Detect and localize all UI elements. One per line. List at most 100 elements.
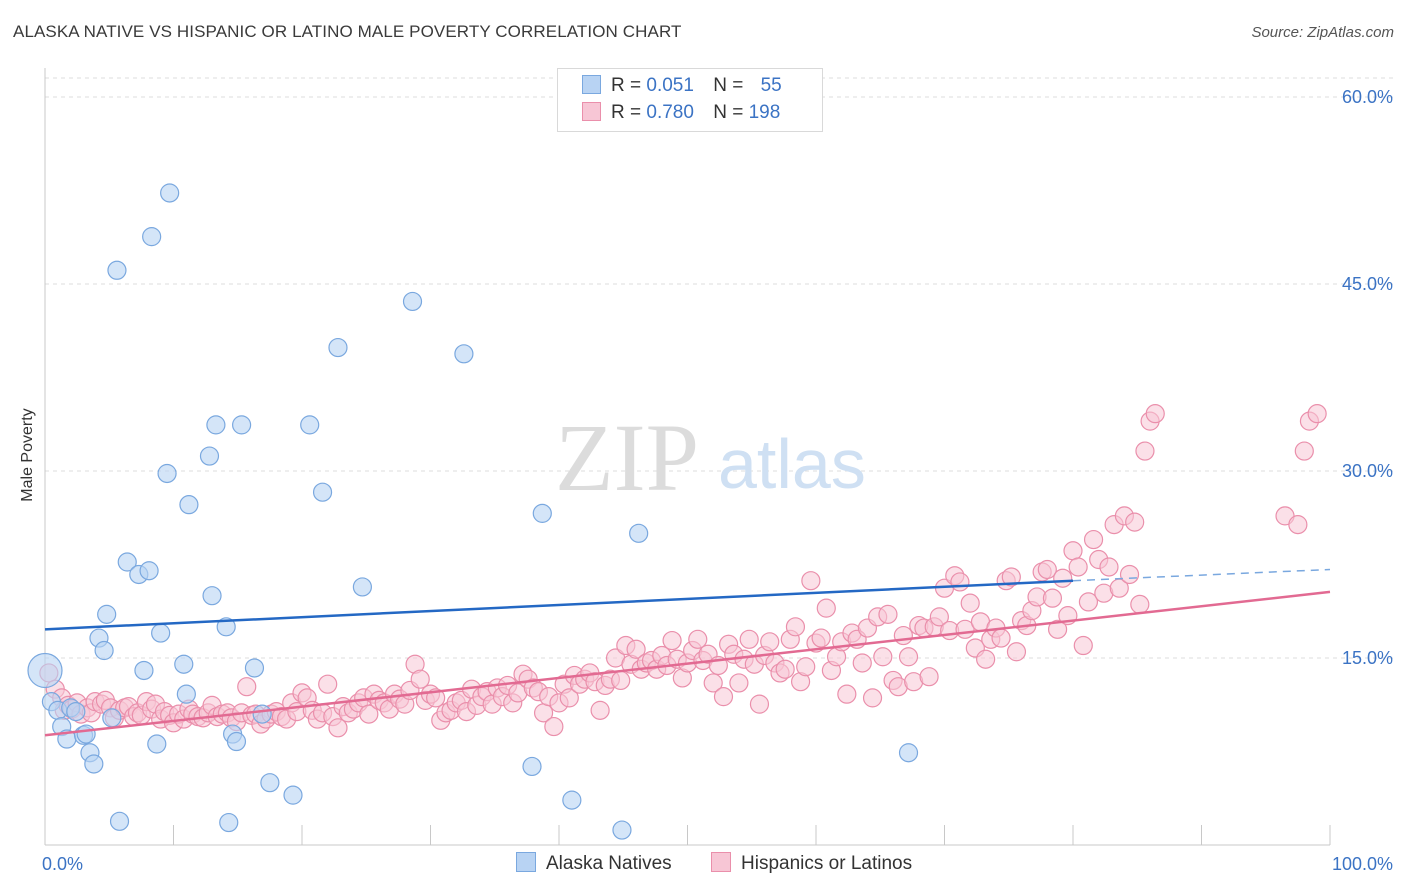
alaska-native-points bbox=[27, 183, 919, 840]
alaska-native-point bbox=[94, 640, 114, 661]
hispanic-point bbox=[410, 669, 430, 689]
hispanic-point bbox=[796, 657, 816, 677]
hispanic-point bbox=[328, 718, 348, 738]
hispanic-point bbox=[1099, 557, 1119, 577]
hispanic-point bbox=[862, 688, 883, 708]
legend-label: Hispanics or Latinos bbox=[741, 853, 913, 874]
y-tick-label: 15.0% bbox=[1342, 648, 1393, 668]
legend-swatch-blue bbox=[582, 75, 601, 94]
hispanic-point bbox=[929, 607, 949, 627]
watermark: ZIP atlas bbox=[555, 404, 866, 511]
alaska-native-point bbox=[283, 785, 303, 805]
hispanic-point bbox=[662, 630, 682, 651]
hispanic-point bbox=[760, 632, 780, 652]
hispanic-point bbox=[611, 670, 631, 691]
alaska-native-point bbox=[176, 684, 196, 704]
hispanic-point bbox=[1006, 642, 1027, 662]
alaska-native-point bbox=[134, 660, 154, 681]
hispanic-point bbox=[976, 649, 996, 669]
hispanic-point bbox=[919, 667, 939, 687]
alaska-native-point bbox=[202, 586, 222, 606]
hispanic-point bbox=[811, 628, 831, 648]
hispanic-point bbox=[1119, 564, 1140, 585]
hispanic-point bbox=[1145, 404, 1165, 424]
hispanic-point bbox=[878, 604, 898, 624]
alaska-native-point bbox=[232, 415, 252, 435]
hispanic-point bbox=[1307, 404, 1327, 424]
hispanic-point bbox=[359, 704, 379, 724]
alaska-native-point bbox=[179, 495, 199, 515]
alaska-native-point bbox=[174, 654, 194, 674]
hispanic-point bbox=[703, 673, 723, 693]
alaska-native-point bbox=[629, 523, 649, 543]
n-value: 198 bbox=[748, 102, 781, 123]
y-tick-label: 60.0% bbox=[1342, 87, 1393, 107]
legend-swatch-pink bbox=[582, 102, 601, 121]
hispanic-point bbox=[785, 617, 806, 637]
hispanic-point bbox=[1063, 541, 1083, 561]
hispanic-point bbox=[544, 716, 564, 737]
alaska-native-point bbox=[27, 652, 63, 689]
watermark-zip: ZIP bbox=[555, 404, 699, 511]
alaska-native-point bbox=[160, 183, 180, 203]
hispanic-point bbox=[1078, 592, 1099, 612]
alaska-native-point bbox=[612, 820, 632, 840]
n-value: 55 bbox=[760, 75, 782, 96]
hispanic-point bbox=[590, 700, 610, 720]
axes bbox=[44, 68, 1331, 846]
hispanic-point bbox=[688, 629, 708, 649]
hispanic-point bbox=[950, 572, 970, 592]
trend-lines bbox=[44, 568, 1331, 737]
hispanic-point bbox=[739, 629, 759, 649]
alaska-native-point bbox=[76, 724, 96, 744]
alaska-native-point bbox=[244, 658, 265, 678]
alaska-native-point bbox=[226, 731, 247, 752]
hispanic-point bbox=[960, 593, 980, 613]
hispanic-point bbox=[559, 688, 579, 708]
hispanic-trend-line bbox=[44, 590, 1331, 737]
r-label: R = bbox=[611, 102, 642, 123]
hispanic-point bbox=[1047, 619, 1068, 639]
alaska-native-point bbox=[84, 754, 104, 774]
alaska-native-point bbox=[252, 704, 272, 724]
hispanic-point bbox=[237, 677, 257, 697]
alaska-native-point bbox=[219, 812, 239, 833]
alaska-native-point bbox=[151, 623, 171, 643]
legend-label: Alaska Natives bbox=[546, 853, 672, 874]
tick-labels: 15.0% 30.0% 45.0% 60.0% 0.0% 100.0% bbox=[42, 87, 1393, 874]
alaska-native-point bbox=[402, 291, 423, 312]
hispanic-point bbox=[1073, 635, 1093, 656]
hispanic-point bbox=[1294, 441, 1314, 461]
alaska-native-point bbox=[107, 260, 127, 280]
hispanic-point bbox=[1083, 529, 1104, 550]
alaska-native-point bbox=[522, 756, 542, 777]
hispanic-point bbox=[1288, 515, 1308, 535]
alaska-native-point bbox=[199, 446, 220, 466]
alaska-native-point bbox=[206, 415, 226, 435]
stats-legend: R = 0.051 N = 55 R = 0.780 N = 198 bbox=[557, 68, 823, 132]
n-label: N = bbox=[713, 75, 744, 96]
alaska-native-point bbox=[260, 773, 280, 793]
legend-swatch-pink bbox=[711, 852, 731, 872]
legend-swatch-blue bbox=[516, 852, 536, 872]
alaska-native-point bbox=[898, 743, 919, 763]
hispanic-point bbox=[816, 598, 836, 618]
legend-row-hispanic: R = 0.780 N = 198 bbox=[582, 102, 780, 126]
legend-item-hispanics: Hispanics or Latinos bbox=[711, 852, 912, 875]
alaska-native-point bbox=[352, 577, 372, 597]
hispanic-point bbox=[1053, 568, 1073, 588]
alaska-native-point bbox=[454, 344, 474, 364]
hispanic-point bbox=[1037, 559, 1057, 580]
hispanic-point bbox=[837, 684, 857, 704]
hispanic-point bbox=[898, 647, 919, 667]
alaska-native-point bbox=[157, 463, 177, 484]
alaska-native-point bbox=[139, 561, 159, 581]
legend-item-alaska-natives: Alaska Natives bbox=[516, 852, 672, 875]
hispanic-point bbox=[852, 653, 872, 673]
alaska-native-point bbox=[147, 734, 167, 754]
hispanic-point bbox=[893, 625, 913, 646]
y-tick-label: 45.0% bbox=[1342, 274, 1393, 294]
alaska-native-point bbox=[216, 617, 236, 637]
hispanic-point bbox=[749, 694, 770, 714]
